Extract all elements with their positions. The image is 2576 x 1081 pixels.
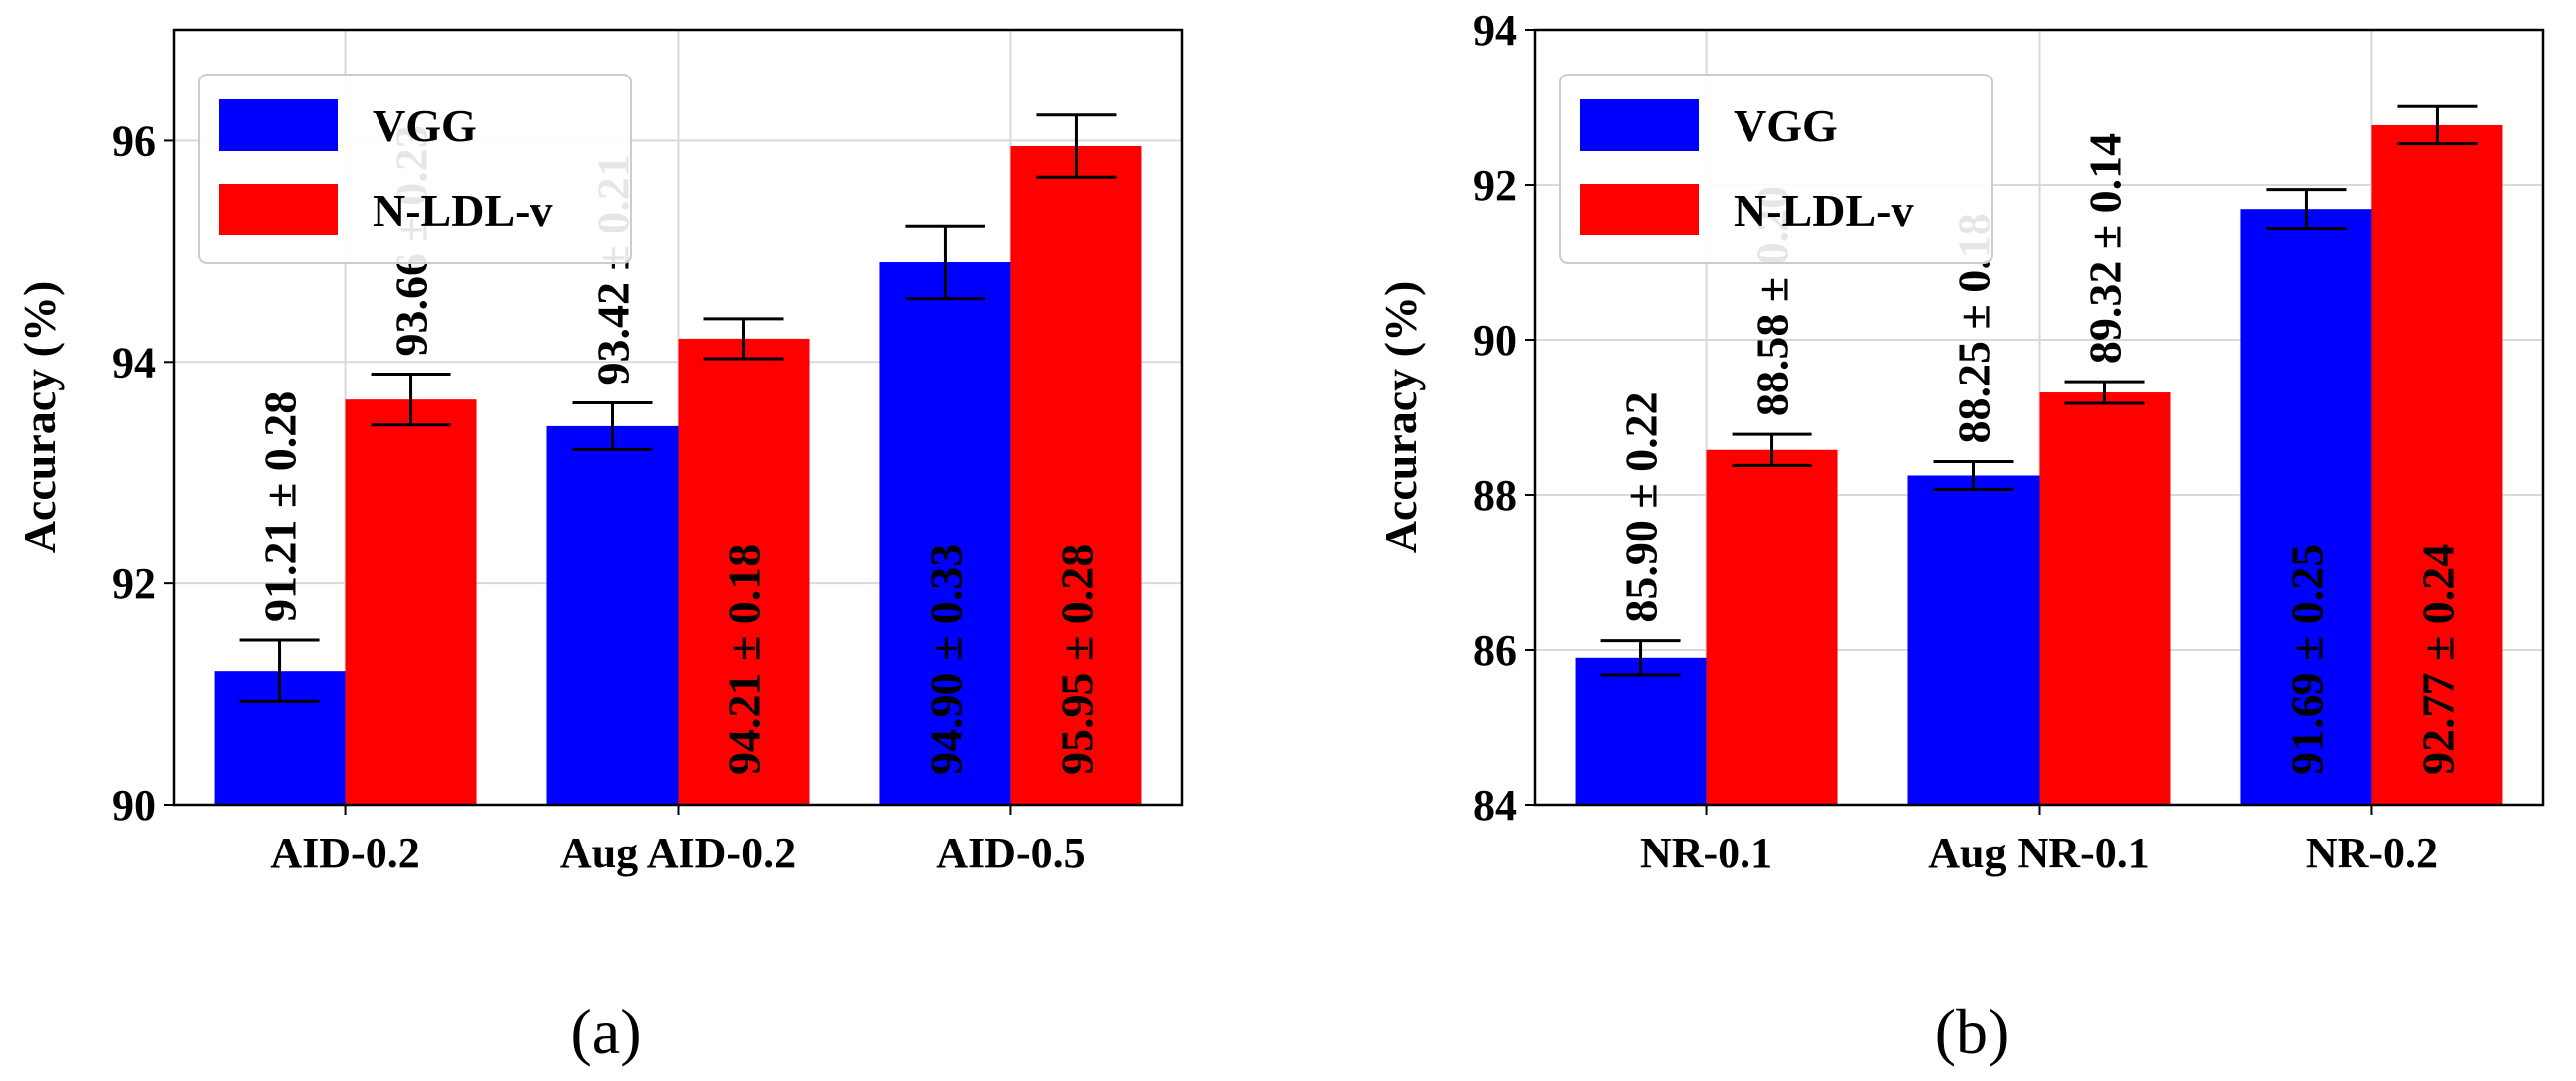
plot-frame	[1533, 28, 2545, 807]
y-tick-label: 90	[112, 781, 156, 830]
legend: VGG N-LDL-v	[1559, 74, 1993, 264]
legend-label-vgg: VGG	[1734, 100, 1838, 151]
y-tick-label: 92	[112, 559, 156, 608]
data-label: 94.90 ± 0.33	[920, 544, 971, 775]
y-tick-label: 94	[112, 338, 156, 386]
bar-nldlv	[1706, 449, 1838, 805]
x-tick-label: NR-0.2	[2306, 829, 2438, 877]
y-axis-label: Accuracy (%)	[14, 281, 65, 554]
bar-nldlv	[2039, 392, 2171, 805]
bar-nldlv	[678, 338, 810, 805]
data-label: 89.32 ± 0.14	[2080, 133, 2131, 364]
bar-vgg	[2240, 209, 2372, 805]
legend-swatch-vgg	[219, 99, 338, 151]
y-tick-label: 88	[1473, 471, 1517, 520]
bar-nldlv	[345, 399, 477, 805]
legend-label-nldlv: N-LDL-v	[1734, 185, 1913, 235]
data-label: 95.95 ± 0.28	[1051, 544, 1102, 775]
bar-vgg	[1575, 657, 1707, 805]
subfigure-label: (a)	[570, 997, 641, 1067]
data-label: 91.69 ± 0.25	[2281, 544, 2332, 775]
legend-swatch-vgg	[1580, 99, 1699, 151]
bar-vgg	[1907, 475, 2040, 805]
bar-nldlv	[2371, 124, 2503, 805]
x-tick-label: Aug NR-0.1	[1928, 829, 2149, 877]
bar-vgg	[546, 425, 679, 805]
legend-label-nldlv: N-LDL-v	[373, 185, 552, 235]
y-tick-label: 84	[1473, 781, 1517, 830]
x-tick-label: AID-0.2	[270, 829, 419, 877]
bar-nldlv	[1010, 146, 1142, 805]
legend-swatch-nldlv	[1580, 184, 1699, 235]
bar-vgg	[879, 262, 1011, 805]
y-tick-label: 86	[1473, 626, 1517, 675]
x-tick-label: Aug AID-0.2	[560, 829, 796, 877]
y-tick-label: 92	[1473, 161, 1517, 210]
legend-label-vgg: VGG	[373, 100, 477, 151]
subfigure-label: (b)	[1935, 997, 2010, 1067]
legend-swatch-nldlv	[219, 184, 338, 235]
data-label: 91.21 ± 0.28	[255, 391, 306, 622]
legend: VGG N-LDL-v	[198, 74, 632, 264]
x-tick-label: AID-0.5	[936, 829, 1085, 877]
data-label: 92.77 ± 0.24	[2412, 544, 2463, 775]
y-tick-label: 94	[1473, 6, 1517, 55]
data-label: 85.90 ± 0.22	[1616, 391, 1667, 622]
plot-frame	[172, 28, 1184, 807]
y-tick-label: 90	[1473, 316, 1517, 365]
x-tick-label: NR-0.1	[1640, 829, 1772, 877]
y-axis-label: Accuracy (%)	[1375, 281, 1426, 554]
data-label: 94.21 ± 0.18	[719, 544, 770, 775]
y-tick-label: 96	[112, 116, 156, 165]
